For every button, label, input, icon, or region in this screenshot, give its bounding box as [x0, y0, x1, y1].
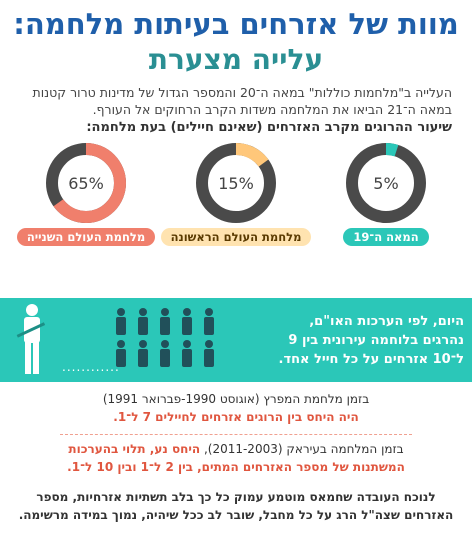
- donut-cell-ww2: 65% מלחמת העולם השנייה: [16, 141, 156, 261]
- civilian-figure: [116, 308, 126, 335]
- civilian-figure: [160, 308, 170, 335]
- iraq-war-line-2: המשתנות של מספר האזרחים המתים, בין 2 ל־1…: [67, 460, 405, 474]
- intro-paragraph: העלייה ב"מלחמות כוללות" במאה ה־20 והמספר…: [32, 85, 452, 117]
- donut-chart-row: 5% המאה ה־19 15% מלחמת העולם הראשונה 65%…: [16, 141, 456, 261]
- civilian-figure: [182, 340, 192, 367]
- civilian-figure: [204, 340, 214, 367]
- iraq-war-line-1-plain: בזמן המלחמה בעיראק (2011-2003),: [200, 442, 404, 456]
- title-line-2: עלייה מצערת: [148, 43, 324, 76]
- civilian-figure: [160, 340, 170, 367]
- gulf-war-line-2: היה היחס בין הרוגים אזרחים לחיילים 7 ל־1…: [113, 410, 359, 424]
- iraq-war-note: בזמן המלחמה בעיראק (2011-2003), היחס נע,…: [20, 440, 452, 476]
- donut-chart-ww2: 65%: [46, 143, 126, 223]
- banner-text: היום, לפי הערכות האו"ם, נהרגים בלוחמה עי…: [278, 313, 464, 367]
- iraq-war-line-1: בזמן המלחמה בעיראק (2011-2003), היחס נע,…: [20, 440, 452, 458]
- donut-slice: [346, 143, 426, 223]
- dashed-divider: [60, 434, 412, 435]
- people-illustration: [50, 298, 230, 382]
- label-pill-ww1: מלחמת העולם הראשונה: [160, 228, 312, 246]
- donut-chart-19th-century: 5%: [346, 143, 426, 223]
- iraq-war-line-1-red: היחס נע, תלוי בהערכות: [68, 442, 201, 456]
- footer-text: לנוכח העובדה שחמאס מוטמע עמוק כל כך בלב …: [18, 490, 454, 522]
- section-heading: שיעור ההרוגים מקרב האזרחים (שאינם חיילים…: [86, 120, 452, 135]
- donut-value-label: 65%: [68, 174, 104, 193]
- donut-cell-ww1: 15% מלחמת העולם הראשונה: [160, 141, 312, 261]
- label-pill-19th-century: המאה ה־19: [343, 228, 429, 246]
- donut-chart-ww1: 15%: [196, 143, 276, 223]
- donut-slice: [196, 143, 276, 223]
- title-line-1: מוות של אזרחים בעיתות מלחמה:: [13, 7, 459, 41]
- urban-warfare-banner: היום, לפי הערכות האו"ם, נהרגים בלוחמה עי…: [0, 298, 472, 382]
- dots-separator: ............: [62, 360, 120, 374]
- civilian-figure: [138, 308, 148, 335]
- page-title: מוות של אזרחים בעיתות מלחמה: עלייה מצערת: [8, 6, 464, 78]
- civilian-figure: [138, 340, 148, 367]
- civilians-group-icon: [116, 308, 214, 367]
- civilian-figure: [182, 308, 192, 335]
- civilian-figure: [116, 340, 126, 367]
- donut-slice: [46, 143, 126, 223]
- soldier-icon: [16, 304, 46, 374]
- gulf-war-note: בזמן מלחמת המפרץ (אוגוסט 1990-פברואר 199…: [20, 390, 452, 426]
- donut-value-label: 15%: [218, 174, 254, 193]
- gulf-war-line-1: בזמן מלחמת המפרץ (אוגוסט 1990-פברואר 199…: [102, 392, 370, 406]
- donut-cell-19th-century: 5% המאה ה־19: [316, 141, 456, 261]
- donut-value-label: 5%: [373, 174, 398, 193]
- label-pill-ww2: מלחמת העולם השנייה: [16, 228, 156, 246]
- civilian-figure: [204, 308, 214, 335]
